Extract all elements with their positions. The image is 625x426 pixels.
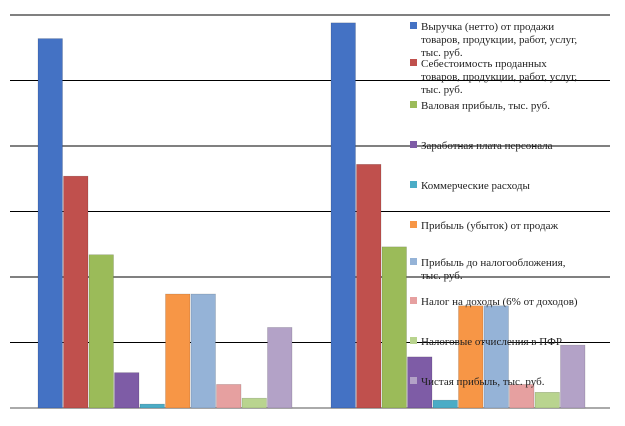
bar xyxy=(165,293,191,409)
bar xyxy=(560,344,586,409)
bar xyxy=(458,305,484,409)
legend-swatch xyxy=(410,337,417,344)
bar xyxy=(139,403,165,409)
legend-label: Себестоимость проданных xyxy=(421,58,547,70)
bar xyxy=(37,38,63,409)
legend-label: тыс. руб. xyxy=(421,270,463,282)
legend-label: Прибыль до налогообложения, xyxy=(421,257,566,269)
legend-label: Чистая прибыль, тыс. руб. xyxy=(421,376,545,388)
bar xyxy=(63,175,89,409)
legend-swatch xyxy=(410,59,417,66)
legend-swatch xyxy=(410,377,417,384)
bar xyxy=(330,22,356,409)
bar xyxy=(216,384,242,409)
bar xyxy=(534,392,560,409)
legend-label: Выручка (нетто) от продажи xyxy=(421,21,554,33)
legend-label: тыс. руб. xyxy=(421,47,463,59)
bar xyxy=(432,399,458,409)
legend-swatch xyxy=(410,101,417,108)
bar xyxy=(381,246,407,409)
bar xyxy=(483,305,509,409)
legend-label: Коммерческие расходы xyxy=(421,180,531,192)
bar xyxy=(267,327,293,409)
bars xyxy=(37,22,586,409)
legend-label: Заработная плата персонала xyxy=(421,140,553,152)
legend-swatch xyxy=(410,22,417,29)
legend-swatch xyxy=(410,258,417,265)
legend-swatch xyxy=(410,297,417,304)
legend-label: Валовая прибыль, тыс. руб. xyxy=(421,100,550,112)
legend-label: товаров, продукции, работ, услуг, xyxy=(421,71,577,83)
bar xyxy=(356,164,382,409)
legend-swatch xyxy=(410,221,417,228)
legend-swatch xyxy=(410,141,417,148)
legend-label: тыс. руб. xyxy=(421,84,463,96)
bar xyxy=(190,293,216,409)
legend-label: Прибыль (убыток) от продаж xyxy=(421,220,558,232)
legend-label: Налог на доходы (6% от доходов) xyxy=(421,296,578,308)
legend-label: товаров, продукции, работ, услуг, xyxy=(421,34,577,46)
legend-label: Налоговые отчисления в ПФР xyxy=(421,336,562,348)
bar xyxy=(241,397,267,409)
bar xyxy=(509,384,535,409)
bar xyxy=(114,372,140,409)
bar xyxy=(88,254,114,409)
legend-swatch xyxy=(410,181,417,188)
